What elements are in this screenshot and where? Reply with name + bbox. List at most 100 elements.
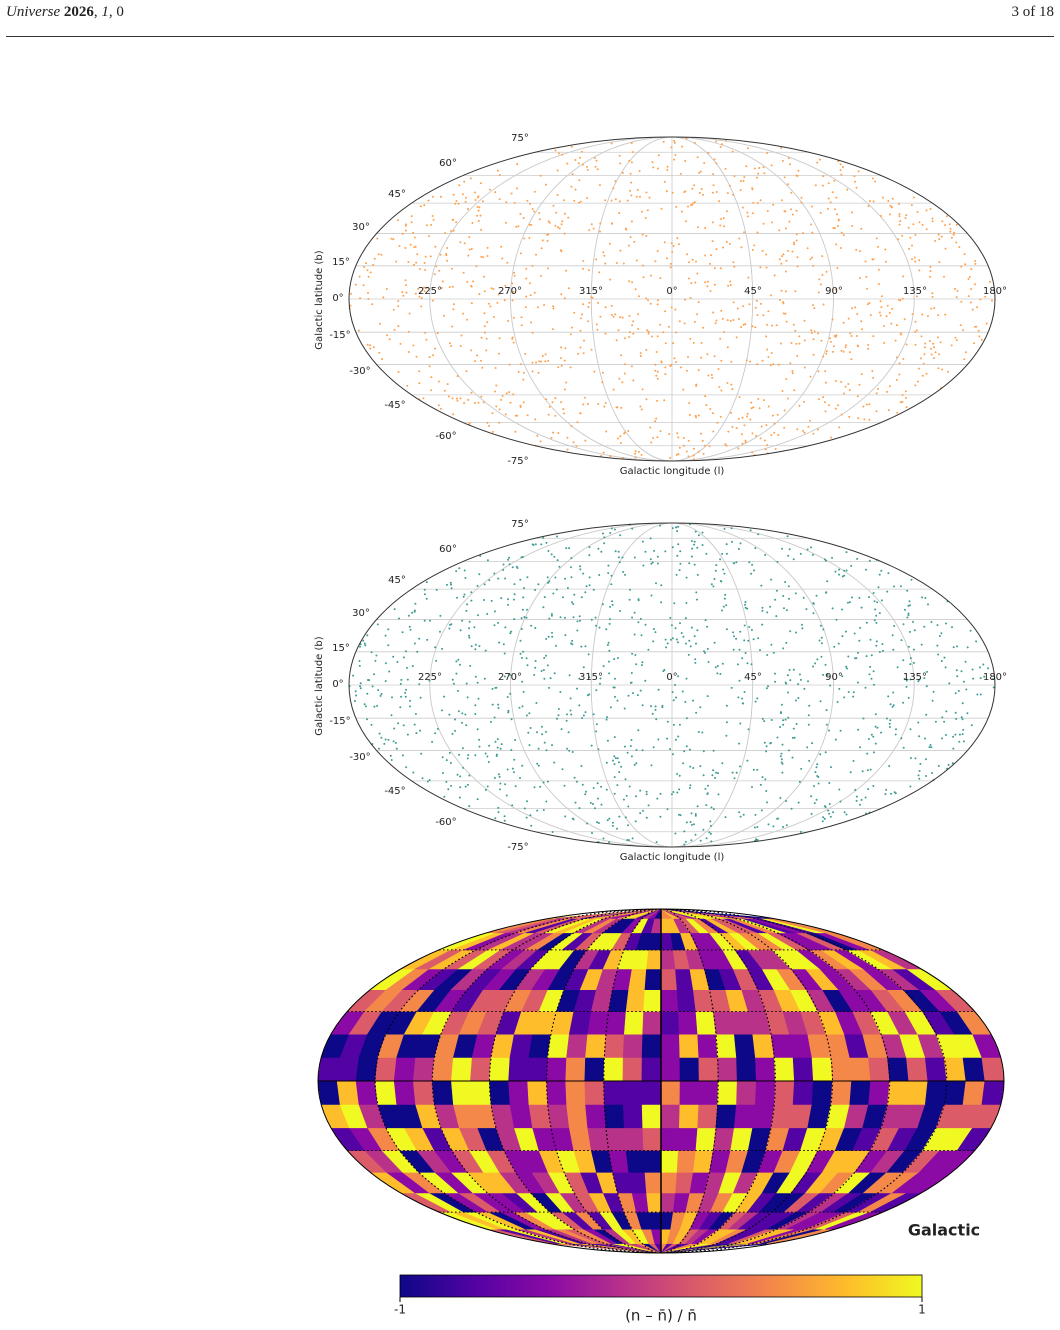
- source-point: [406, 384, 409, 387]
- source-point: [696, 313, 699, 316]
- source-point: [520, 656, 523, 659]
- source-point: [775, 615, 778, 618]
- source-point: [898, 215, 901, 218]
- source-point: [666, 642, 669, 645]
- source-point: [679, 172, 682, 175]
- pixel: [792, 1080, 814, 1105]
- source-point: [669, 616, 672, 619]
- source-point: [694, 813, 697, 815]
- source-point: [955, 223, 958, 226]
- source-point: [717, 772, 719, 775]
- source-point: [769, 364, 772, 367]
- source-point: [513, 618, 516, 621]
- source-point: [531, 208, 534, 210]
- source-point: [685, 745, 688, 748]
- source-point: [670, 242, 673, 245]
- source-point: [408, 312, 411, 315]
- source-point: [397, 370, 400, 373]
- source-point: [460, 334, 463, 337]
- source-point: [542, 809, 545, 811]
- source-point: [631, 527, 634, 530]
- source-point: [364, 705, 367, 708]
- source-point: [492, 288, 495, 291]
- source-point: [660, 360, 663, 363]
- source-point: [573, 311, 576, 314]
- source-point: [757, 172, 760, 175]
- source-point: [943, 656, 946, 659]
- source-point: [511, 299, 514, 302]
- source-point: [837, 219, 840, 222]
- pixel: [489, 1057, 511, 1082]
- source-point: [878, 651, 881, 653]
- source-point: [584, 645, 587, 648]
- source-point: [580, 596, 583, 599]
- source-point: [599, 315, 602, 318]
- pixel: [547, 1104, 570, 1129]
- source-point: [537, 764, 540, 767]
- source-point: [656, 562, 659, 565]
- source-point: [611, 600, 614, 603]
- source-point: [498, 174, 501, 176]
- source-point: [465, 370, 468, 373]
- pixel: [752, 1104, 775, 1129]
- source-point: [728, 242, 731, 245]
- source-point: [937, 653, 940, 656]
- source-point: [493, 624, 496, 627]
- source-point: [785, 320, 788, 323]
- lat-label: 15°: [332, 643, 350, 654]
- y-axis-label: Galactic latitude (b): [314, 250, 325, 349]
- source-point: [557, 152, 560, 155]
- source-point: [728, 184, 731, 187]
- source-point: [500, 398, 503, 401]
- source-point: [645, 816, 648, 819]
- source-point: [918, 770, 921, 772]
- source-point: [504, 284, 507, 287]
- source-point: [614, 180, 617, 183]
- source-point: [711, 240, 714, 243]
- source-point: [741, 657, 744, 660]
- source-point: [898, 362, 901, 365]
- source-point: [438, 269, 441, 272]
- source-point: [741, 442, 744, 445]
- source-point: [534, 418, 537, 421]
- source-point: [952, 735, 955, 738]
- source-point: [675, 638, 678, 641]
- source-point: [810, 795, 813, 798]
- source-point: [525, 267, 528, 270]
- source-point: [454, 729, 457, 732]
- source-point: [740, 246, 743, 249]
- pixel: [962, 1057, 986, 1082]
- source-point: [715, 248, 718, 251]
- source-point: [955, 339, 958, 342]
- source-point: [534, 589, 537, 591]
- source-point: [565, 381, 568, 384]
- source-point: [761, 606, 764, 609]
- source-point: [784, 210, 787, 213]
- pixel: [981, 1057, 1004, 1082]
- source-point: [645, 235, 648, 237]
- source-point: [451, 732, 454, 735]
- source-point: [619, 435, 622, 438]
- source-point: [701, 544, 704, 546]
- source-point: [480, 255, 483, 258]
- source-point: [867, 347, 870, 350]
- source-point: [656, 335, 659, 338]
- source-point: [657, 688, 660, 691]
- source-point: [951, 626, 953, 629]
- source-point: [591, 832, 593, 834]
- source-point: [592, 787, 595, 789]
- source-point: [663, 399, 666, 402]
- source-point: [656, 299, 659, 302]
- pixel: [585, 1104, 607, 1129]
- source-point: [474, 643, 477, 646]
- source-point: [563, 616, 566, 619]
- source-point: [870, 654, 873, 657]
- source-point: [729, 319, 732, 322]
- source-point: [854, 788, 857, 791]
- source-point: [666, 165, 669, 168]
- source-point: [355, 694, 358, 697]
- source-point: [618, 771, 621, 774]
- source-point: [534, 660, 537, 662]
- source-point: [794, 290, 797, 293]
- source-point: [586, 197, 589, 199]
